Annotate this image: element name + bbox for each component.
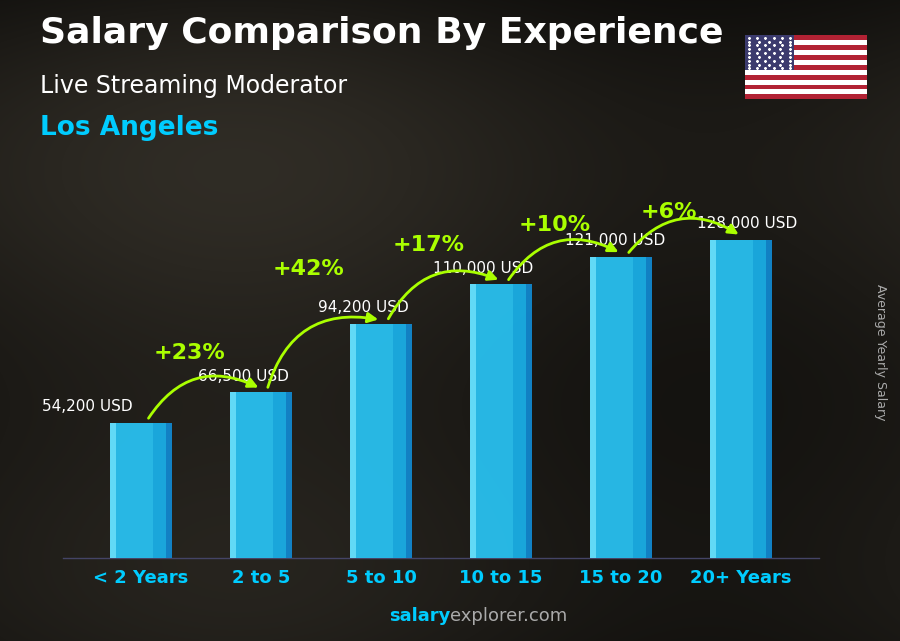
Bar (166, 423, 172, 558)
Bar (710, 240, 716, 558)
Bar (514, 285, 526, 558)
Bar (393, 324, 406, 558)
Bar (590, 257, 596, 558)
Bar (745, 55, 867, 60)
Text: 66,500 USD: 66,500 USD (198, 369, 288, 384)
Bar (745, 50, 867, 55)
Bar (230, 392, 236, 558)
Bar (745, 85, 867, 90)
Bar (745, 75, 867, 79)
Bar (745, 94, 867, 99)
Bar (745, 90, 867, 94)
Bar (230, 392, 292, 558)
Text: +23%: +23% (153, 343, 225, 363)
Text: salary: salary (389, 607, 450, 625)
Bar (745, 35, 794, 70)
Text: 54,200 USD: 54,200 USD (41, 399, 132, 414)
Text: Average Yearly Salary: Average Yearly Salary (874, 285, 886, 420)
Text: 128,000 USD: 128,000 USD (697, 216, 797, 231)
Text: explorer.com: explorer.com (450, 607, 567, 625)
Text: Live Streaming Moderator: Live Streaming Moderator (40, 74, 347, 97)
Bar (753, 240, 766, 558)
Bar (745, 35, 867, 40)
Text: +10%: +10% (519, 215, 591, 235)
Bar (274, 392, 286, 558)
Bar (286, 392, 292, 558)
Bar (154, 423, 166, 558)
Bar (350, 324, 412, 558)
Bar (350, 324, 356, 558)
Bar (745, 45, 867, 50)
Bar (526, 285, 532, 558)
Bar (646, 257, 652, 558)
Bar (745, 40, 867, 45)
Bar (634, 257, 646, 558)
Text: Salary Comparison By Experience: Salary Comparison By Experience (40, 16, 724, 50)
Text: 121,000 USD: 121,000 USD (565, 233, 665, 249)
Bar (110, 423, 116, 558)
Bar (470, 285, 532, 558)
Bar (470, 285, 476, 558)
Bar (590, 257, 652, 558)
Bar (745, 65, 867, 70)
Bar (745, 60, 867, 65)
Bar (745, 70, 867, 75)
Text: +17%: +17% (393, 235, 465, 254)
Bar (766, 240, 772, 558)
Text: +6%: +6% (641, 203, 698, 222)
Text: 94,200 USD: 94,200 USD (318, 300, 409, 315)
Bar (406, 324, 412, 558)
Bar (745, 79, 867, 85)
Bar (110, 423, 172, 558)
Text: +42%: +42% (273, 259, 345, 279)
Text: Los Angeles: Los Angeles (40, 115, 219, 142)
Bar (710, 240, 772, 558)
Text: 110,000 USD: 110,000 USD (433, 261, 533, 276)
